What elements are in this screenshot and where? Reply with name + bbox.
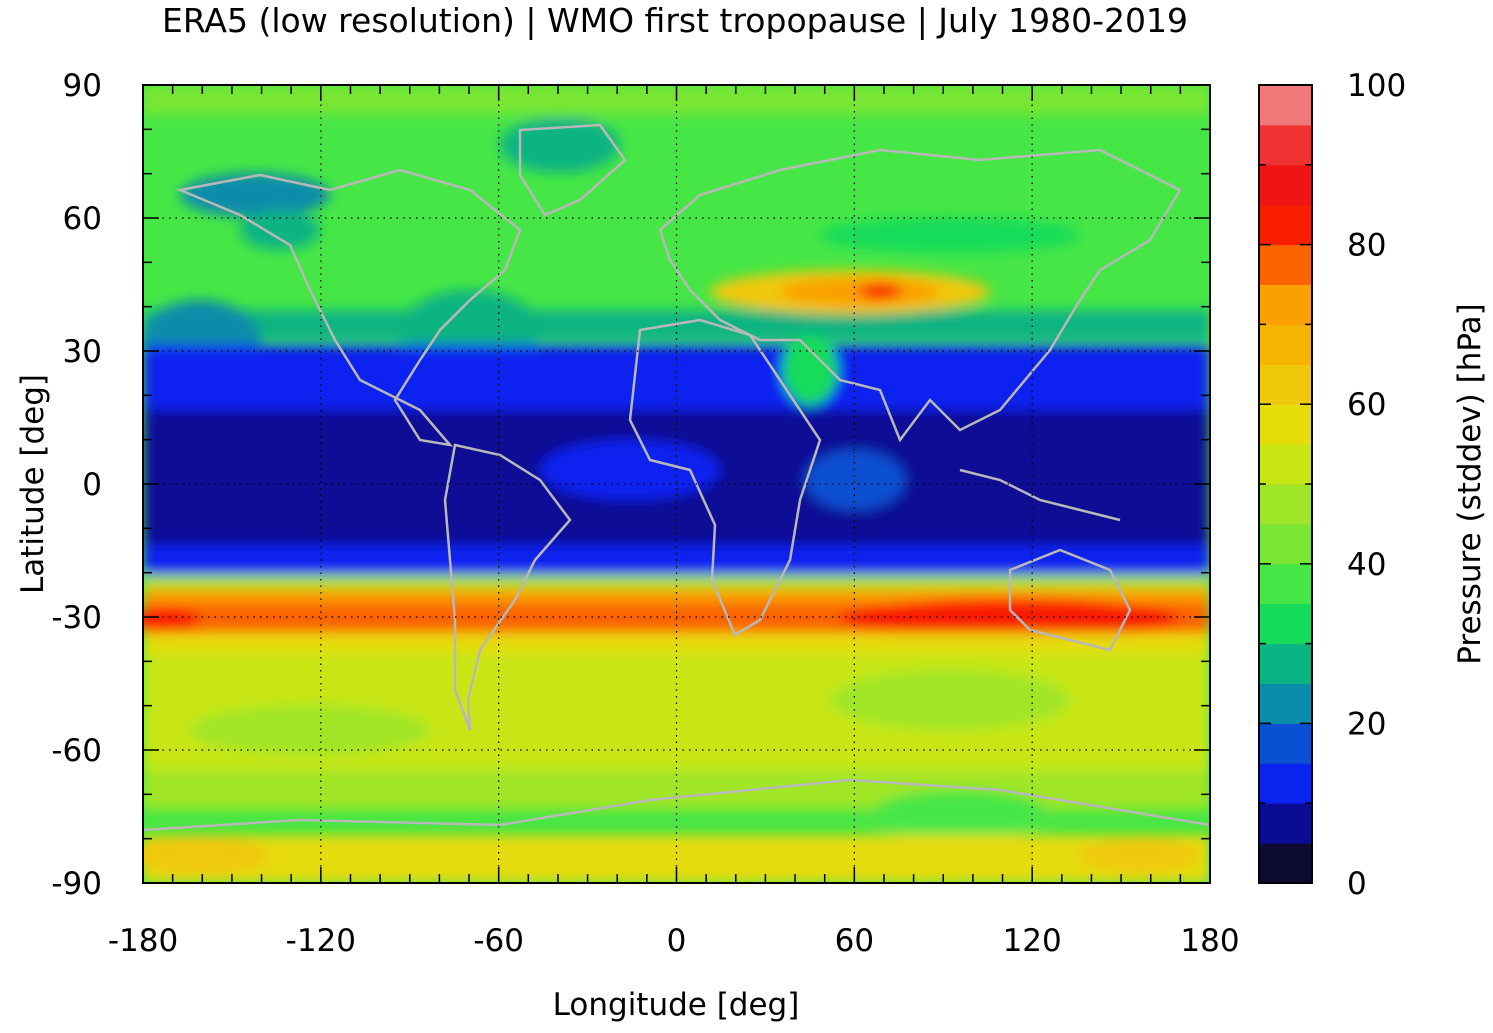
colorbar-swatch (1259, 803, 1312, 844)
colorbar-swatch (1259, 723, 1312, 764)
y-tick-label: -90 (51, 866, 102, 902)
colorbar-swatch (1259, 124, 1312, 166)
x-tick-label: -60 (473, 923, 524, 959)
colorbar (1259, 85, 1312, 884)
colorbar-swatch (1259, 643, 1312, 684)
x-tick-label: 120 (1003, 923, 1062, 959)
colorbar-swatch (1259, 164, 1312, 206)
coastline-australia (1008, 548, 1132, 652)
colorbar-swatch (1259, 284, 1312, 325)
colorbar-tick-label: 20 (1347, 706, 1386, 742)
colorbar-swatch (1259, 843, 1312, 884)
x-tick-label: -120 (286, 923, 356, 959)
grid-lines (143, 85, 1210, 883)
colorbar-swatch (1259, 364, 1312, 405)
coastline-antarctica (143, 778, 1210, 832)
colorbar-swatch (1259, 683, 1312, 724)
colorbar-tick-label: 80 (1347, 228, 1386, 264)
colorbar-label: Pressure (stddev) [hPa] (1452, 303, 1488, 664)
colorbar-swatch (1259, 603, 1312, 645)
colorbar-swatch (1259, 244, 1312, 285)
x-tick-label: 180 (1180, 923, 1239, 959)
x-axis-label: Longitude [deg] (553, 987, 800, 1023)
colorbar-swatch (1259, 85, 1312, 126)
colorbar-swatch (1259, 484, 1312, 525)
y-tick-label: 30 (63, 334, 102, 370)
colorbar-tick-label: 100 (1347, 68, 1406, 104)
colorbar-tick-label: 40 (1347, 547, 1386, 583)
y-tick-label: 0 (82, 467, 102, 503)
colorbar-swatch (1259, 563, 1312, 605)
y-tick-label: 60 (63, 201, 102, 237)
coastline-eurasia (658, 148, 1182, 443)
colorbar-swatch (1259, 204, 1312, 246)
coastlines (143, 123, 1210, 832)
x-tick-label: 60 (835, 923, 874, 959)
colorbar-swatch (1259, 763, 1312, 804)
y-tick-label: 90 (63, 68, 102, 104)
colorbar-swatch (1259, 444, 1312, 485)
y-tick-label: -60 (51, 733, 102, 769)
colorbar-ticks: 100 80 60 40 20 0 (1259, 68, 1406, 902)
colorbar-tick-label: 0 (1347, 866, 1367, 902)
coastline-africa (628, 318, 822, 637)
x-tick-label: 0 (667, 923, 687, 959)
map-field (143, 85, 1210, 883)
colorbar-tick-label: 60 (1347, 387, 1386, 423)
colorbar-swatch (1259, 324, 1312, 365)
colorbar-swatch (1259, 404, 1312, 445)
chart-title: ERA5 (low resolution) | WMO first tropop… (162, 1, 1188, 40)
coastline-indonesia (959, 468, 1121, 522)
x-tick-label: -180 (108, 923, 178, 959)
y-axis-ticks: 90 60 30 0 -30 -60 -90 (51, 68, 1210, 902)
coastline-south-america (443, 443, 572, 731)
colorbar-swatch (1259, 523, 1312, 565)
coastline-greenland (518, 123, 627, 217)
x-axis-ticks: -180 -120 -60 0 60 120 180 (108, 85, 1240, 959)
y-tick-label: -30 (51, 600, 102, 636)
coastline-north-america (175, 168, 522, 447)
y-axis-label: Latitude [deg] (15, 374, 51, 594)
